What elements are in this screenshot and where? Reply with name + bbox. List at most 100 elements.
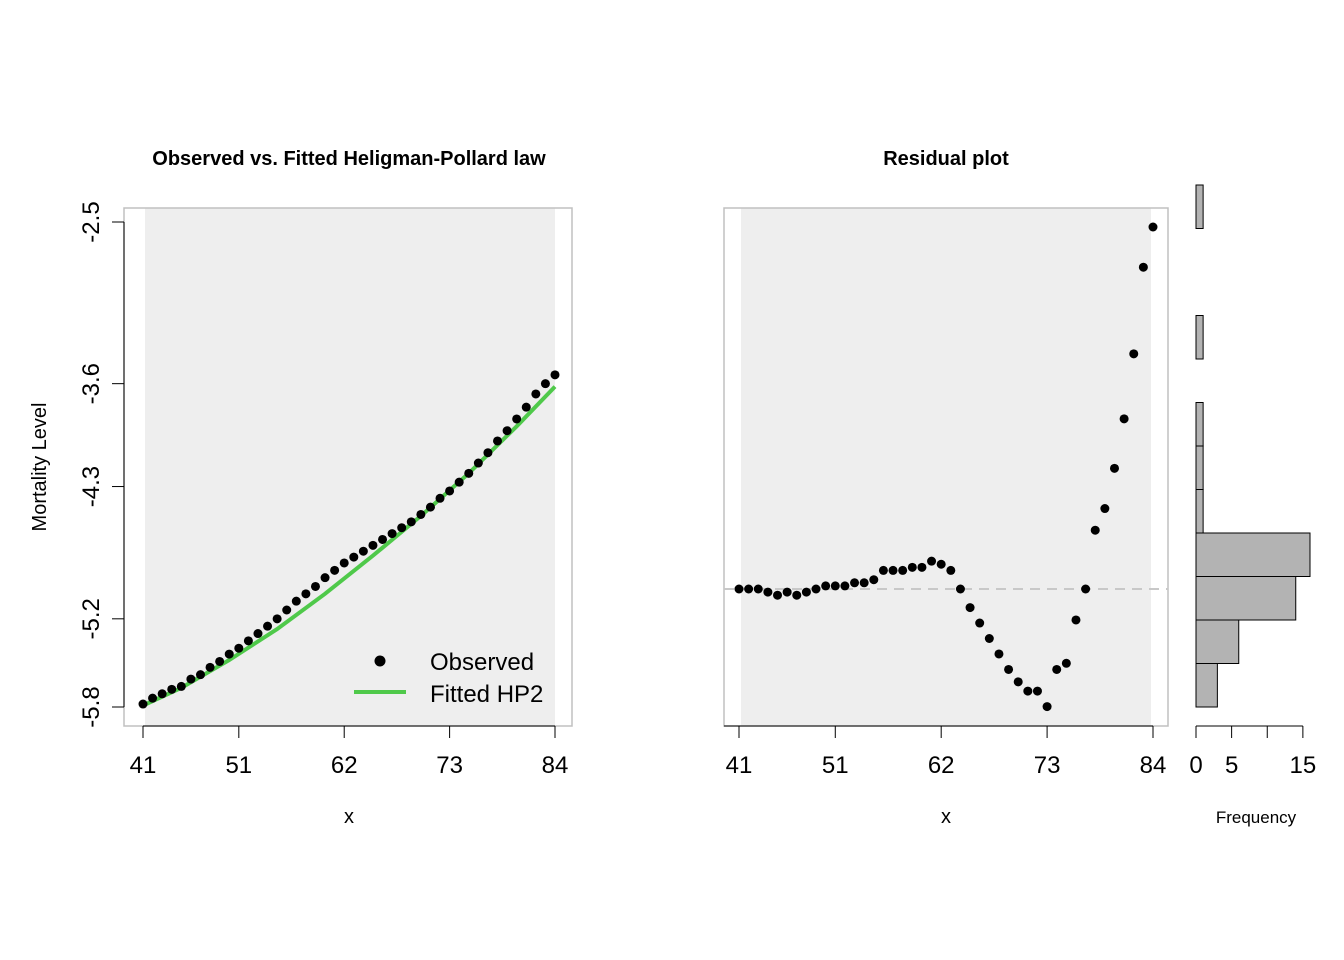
observed-point: [454, 477, 464, 487]
residual-point: [1109, 463, 1119, 473]
histogram-bar: [1195, 532, 1311, 577]
fitted-hp2-line: [142, 385, 557, 708]
fitted-y-tick-label: -4.3: [78, 466, 105, 507]
observed-point: [358, 546, 368, 556]
residual-panel: Residual plot 41 51 62 73 84 x: [723, 148, 1169, 828]
residual-x-axis: 41 51 62 73 84: [724, 725, 1166, 779]
observed-point: [224, 649, 234, 659]
residual-point: [821, 581, 831, 591]
residual-plot-band: [741, 208, 1151, 726]
residual-point: [801, 587, 811, 597]
observed-point: [521, 402, 531, 412]
observed-point: [310, 581, 320, 591]
fitted-y-tick-label: -5.2: [78, 598, 105, 639]
residual-point: [1061, 658, 1071, 668]
observed-point: [531, 389, 541, 399]
residual-point: [898, 565, 908, 575]
observed-point: [349, 552, 359, 562]
residual-point: [936, 559, 946, 569]
legend-fitted-label: Fitted HP2: [430, 681, 543, 708]
residual-x-label: x: [941, 806, 951, 828]
residual-point: [859, 578, 869, 588]
fitted-panel: Observed vs. Fitted Heligman-Pollard law…: [29, 148, 573, 828]
residual-point: [1071, 615, 1081, 625]
residual-point: [1148, 222, 1158, 232]
residual-point: [927, 556, 937, 566]
observed-point: [215, 656, 225, 666]
fitted-x-label: x: [344, 806, 354, 828]
observed-point: [263, 621, 273, 631]
observed-point: [397, 523, 407, 533]
residual-point: [1119, 414, 1129, 424]
legend-observed-label: Observed: [430, 649, 534, 676]
histogram-bar: [1195, 663, 1218, 708]
observed-point: [406, 517, 416, 527]
residual-point: [1090, 525, 1100, 535]
residual-x-tick-label: 73: [1034, 752, 1061, 779]
observed-point: [301, 589, 311, 599]
observed-point: [148, 693, 158, 703]
histogram-tick-label: 0: [1189, 752, 1202, 779]
residual-point: [1052, 664, 1062, 674]
residual-point: [907, 562, 917, 572]
residual-points: [734, 222, 1158, 712]
residual-histogram: 0 5 15 Frequency: [1189, 184, 1317, 827]
observed-point: [234, 643, 244, 653]
observed-point: [445, 486, 455, 496]
residual-point: [869, 575, 879, 585]
residual-point: [763, 587, 773, 597]
residual-point: [1042, 702, 1052, 712]
residual-point: [811, 584, 821, 594]
residual-point: [792, 590, 802, 600]
observed-point: [167, 684, 177, 694]
histogram-tick-label: 15: [1290, 752, 1317, 779]
residual-point: [744, 584, 754, 594]
residual-point: [888, 565, 898, 575]
residual-point: [1081, 584, 1091, 594]
residual-point: [1129, 349, 1139, 359]
observed-points: [138, 370, 560, 709]
fitted-x-tick-label: 41: [130, 752, 157, 779]
histogram-bar: [1195, 184, 1204, 229]
residual-point: [1100, 504, 1110, 514]
histogram-bar: [1195, 489, 1204, 534]
fitted-plot-band: [145, 208, 555, 726]
histogram-bar: [1195, 619, 1240, 664]
residual-point: [782, 587, 792, 597]
observed-point: [512, 414, 522, 424]
residual-point: [984, 634, 994, 644]
histogram-bar: [1195, 315, 1204, 360]
residual-x-tick-label: 62: [928, 752, 955, 779]
fitted-plot-title: Observed vs. Fitted Heligman-Pollard law: [152, 148, 546, 170]
histogram-x-axis: 0 5 15: [1189, 725, 1317, 779]
residual-point: [994, 649, 1004, 659]
observed-point: [368, 540, 378, 550]
histogram-x-label: Frequency: [1216, 808, 1297, 827]
observed-point: [483, 448, 493, 458]
residual-point: [1023, 686, 1033, 696]
observed-point: [291, 596, 301, 606]
fitted-x-tick-label: 84: [542, 752, 569, 779]
observed-point: [186, 674, 196, 684]
observed-point: [243, 636, 253, 646]
residual-point: [1138, 262, 1148, 272]
observed-point: [378, 534, 388, 544]
observed-point: [272, 614, 282, 624]
fitted-y-tick-label: -2.5: [78, 201, 105, 242]
residual-point: [946, 565, 956, 575]
residual-point: [955, 584, 965, 594]
observed-point: [416, 509, 426, 519]
fitted-y-label: Mortality Level: [29, 403, 51, 532]
fitted-y-tick-label: -5.8: [78, 686, 105, 727]
residual-x-tick-label: 41: [726, 752, 753, 779]
residual-point: [965, 603, 975, 613]
observed-point: [339, 558, 349, 568]
legend: Observed Fitted HP2: [354, 649, 543, 708]
fitted-y-axis: -2.5 -3.6 -4.3 -5.2 -5.8: [78, 201, 125, 728]
observed-point: [464, 468, 474, 478]
residual-point: [917, 562, 927, 572]
observed-point: [320, 573, 330, 583]
observed-point: [550, 370, 560, 380]
residual-point: [753, 584, 763, 594]
